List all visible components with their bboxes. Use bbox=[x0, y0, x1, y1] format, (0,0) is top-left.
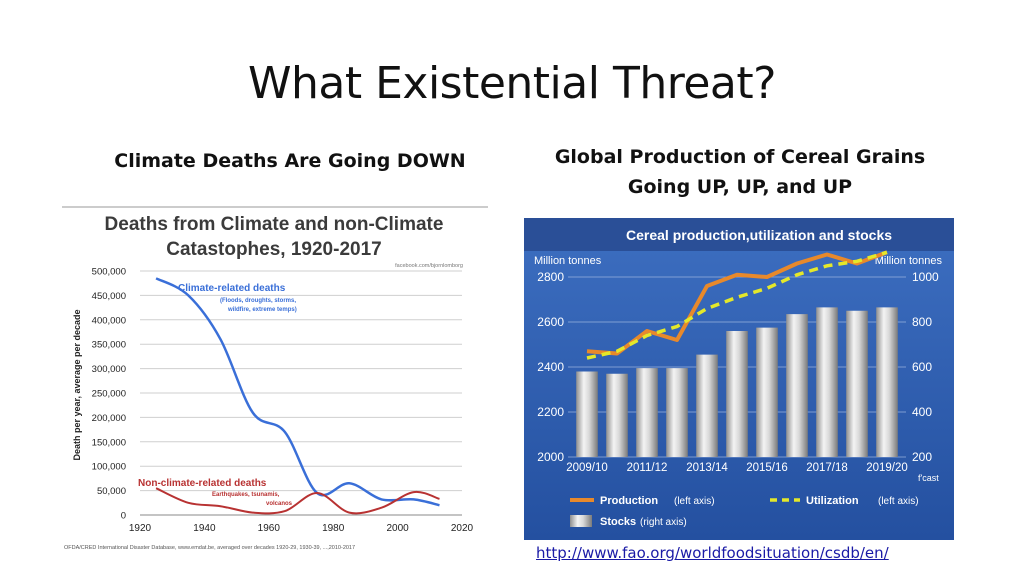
left-axis-tick-label: 2200 bbox=[537, 405, 564, 419]
left-chart-grid bbox=[140, 270, 462, 516]
climate-series-note1: (Floods, droughts, storms, bbox=[220, 298, 296, 304]
left-y-tick-label: 50,000 bbox=[97, 486, 126, 497]
left-x-tick-label: 1940 bbox=[193, 523, 216, 534]
right-x-tick-label: 2013/14 bbox=[686, 462, 728, 474]
stocks-bar bbox=[576, 371, 598, 457]
right-axis-unit: Million tonnes bbox=[875, 255, 943, 267]
non-climate-series-label: Non-climate-related deaths bbox=[138, 478, 267, 489]
left-axis-tick-label: 2000 bbox=[537, 450, 564, 464]
non-climate-series-note2: volcanos bbox=[266, 501, 293, 507]
left-axis-tick-label: 2800 bbox=[537, 270, 564, 284]
production-legend-label: Production bbox=[600, 495, 658, 507]
left-axis-tick-label: 2400 bbox=[537, 360, 564, 374]
stocks-bar bbox=[606, 373, 628, 457]
chart-title-line2: Catastophes, 1920-2017 bbox=[166, 239, 381, 260]
left-y-tick-label: 500,000 bbox=[92, 267, 126, 278]
left-x-tick-label: 1980 bbox=[322, 523, 345, 534]
stocks-bar bbox=[756, 327, 778, 457]
left-x-tick-label: 2020 bbox=[451, 523, 474, 534]
source-link[interactable]: http://www.fao.org/worldfoodsituation/cs… bbox=[536, 544, 889, 562]
right-x-tick-label: 2009/10 bbox=[566, 462, 608, 474]
left-y-tick-label: 200,000 bbox=[92, 413, 126, 424]
left-y-tick-label: 150,000 bbox=[92, 437, 126, 448]
non-climate-deaths-line bbox=[155, 487, 440, 515]
stocks-bar bbox=[816, 307, 838, 457]
forecast-note: f'cast bbox=[918, 473, 939, 483]
stocks-bars bbox=[576, 307, 898, 457]
right-axis-tick-label: 1000 bbox=[912, 270, 939, 284]
left-y-tick-label: 300,000 bbox=[92, 364, 126, 375]
left-y-tick-label: 450,000 bbox=[92, 291, 126, 302]
left-chart-footnote: OFDA/CRED International Disaster Databas… bbox=[64, 545, 355, 551]
right-subtitle: Global Production of Cereal Grains Going… bbox=[500, 142, 980, 202]
left-subtitle: Climate Deaths Are Going DOWN bbox=[114, 150, 466, 172]
stocks-bar bbox=[876, 307, 898, 457]
right-axis-ticks: 200 400 600 800 1000 bbox=[912, 270, 939, 464]
climate-series-label: Climate-related deaths bbox=[178, 283, 286, 294]
stocks-bar bbox=[846, 310, 868, 457]
stocks-legend-swatch bbox=[570, 515, 592, 527]
utilization-legend-label: Utilization bbox=[806, 495, 859, 507]
right-chart-title: Cereal production,utilization and stocks bbox=[626, 227, 892, 243]
left-x-tick-label: 2000 bbox=[386, 523, 409, 534]
utilization-legend-note: (left axis) bbox=[878, 496, 919, 507]
right-subtitle-line1: Global Production of Cereal Grains bbox=[554, 146, 926, 168]
stocks-bar bbox=[636, 368, 658, 457]
left-axis-unit: Million tonnes bbox=[534, 255, 602, 267]
left-axis-tick-label: 2600 bbox=[537, 315, 564, 329]
right-x-tick-label: 2011/12 bbox=[627, 462, 668, 474]
left-y-tick-label: 100,000 bbox=[92, 462, 126, 473]
stocks-legend-label: Stocks bbox=[600, 516, 636, 528]
stocks-bar bbox=[786, 314, 808, 457]
right-subtitle-line2: Going UP, UP, and UP bbox=[627, 176, 853, 198]
right-x-tick-label: 2017/18 bbox=[806, 462, 848, 474]
stocks-bar bbox=[726, 331, 748, 457]
chart-credit: facebook.com/bjornlomborg bbox=[395, 263, 463, 269]
left-y-tick-label: 0 bbox=[121, 511, 126, 522]
right-x-tick-label: 2015/16 bbox=[746, 462, 788, 474]
climate-series-note2: wildfire, extreme temps) bbox=[227, 307, 297, 313]
chart-title-bar bbox=[524, 218, 954, 251]
production-line bbox=[586, 250, 888, 356]
left-x-tick-label: 1960 bbox=[258, 523, 281, 534]
right-axis-tick-label: 600 bbox=[912, 360, 932, 374]
cereal-production-chart: Cereal production,utilization and stocks… bbox=[524, 218, 954, 540]
stocks-legend-note: (right axis) bbox=[640, 517, 687, 528]
utilization-line bbox=[586, 250, 888, 360]
stocks-bar bbox=[696, 354, 718, 457]
left-y-tick-label: 250,000 bbox=[92, 389, 126, 400]
left-y-tick-label: 350,000 bbox=[92, 340, 126, 351]
right-chart-x-ticks: 2009/10 2011/12 2013/14 2015/16 2017/18 2019/… bbox=[566, 462, 908, 474]
production-legend-note: (left axis) bbox=[674, 496, 715, 507]
left-chart-y-ticks: 0 50,000 100,000 150,000 200,000 250,000 300,0… bbox=[92, 267, 126, 522]
right-axis-tick-label: 200 bbox=[912, 450, 932, 464]
left-y-tick-label: 400,000 bbox=[92, 315, 126, 326]
chart-title-line1: Deaths from Climate and non-Climate bbox=[105, 214, 444, 235]
non-climate-series-note1: Earthquakes, tsunamis, bbox=[212, 492, 280, 498]
right-axis-tick-label: 400 bbox=[912, 405, 932, 419]
right-axis-tick-label: 800 bbox=[912, 315, 932, 329]
stocks-bar bbox=[666, 368, 688, 457]
left-x-tick-label: 1920 bbox=[129, 523, 152, 534]
left-chart-x-ticks: 1920 1940 1960 1980 2000 2020 bbox=[129, 523, 474, 534]
climate-deaths-chart: Deaths from Climate and non-Climate Cata… bbox=[62, 206, 488, 551]
left-axis-ticks: 2000 2200 2400 2600 2800 bbox=[537, 270, 564, 464]
right-x-tick-label: 2019/20 bbox=[866, 462, 908, 474]
slide-title: What Existential Threat? bbox=[248, 58, 776, 109]
climate-deaths-line bbox=[155, 277, 440, 507]
left-chart-y-label: Death per year, average per decade bbox=[72, 309, 82, 460]
